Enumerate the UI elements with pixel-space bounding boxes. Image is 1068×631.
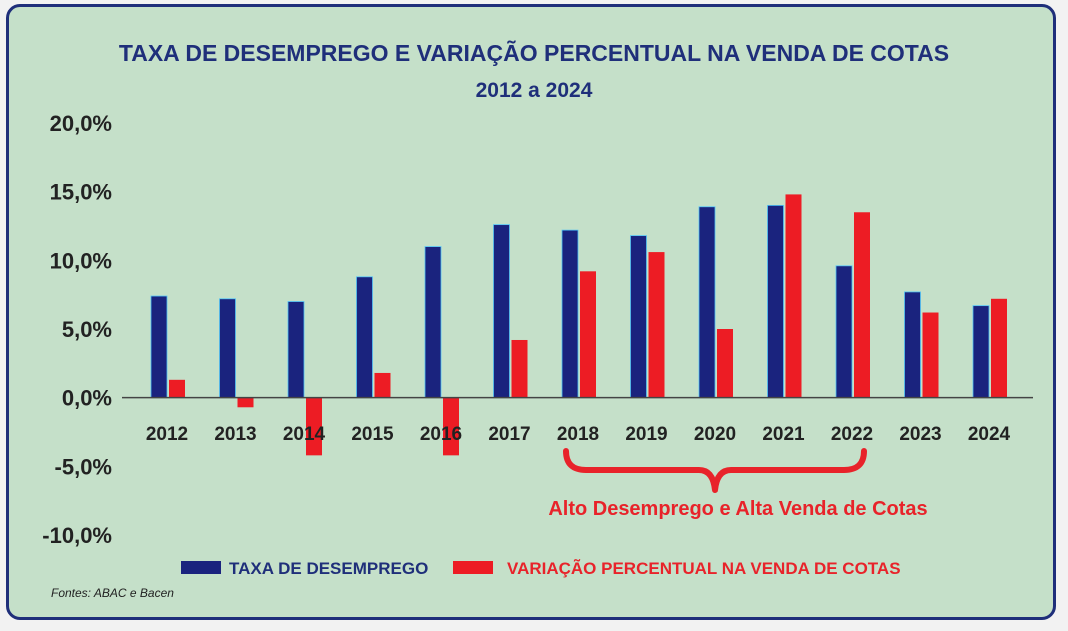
- unemployment-bar: [150, 295, 168, 399]
- sales-variation-bar: [991, 298, 1007, 398]
- unemployment-bar: [698, 206, 716, 399]
- y-tick-label: 20,0%: [50, 111, 112, 136]
- unemployment-bar: [904, 291, 921, 399]
- legend-swatch-sales-variation: [453, 561, 493, 574]
- sales-variation-bar: [169, 379, 185, 398]
- sales-variation-bar: [580, 271, 596, 398]
- legend-label-sales-variation: VARIAÇÃO PERCENTUAL NA VENDA DE COTAS: [507, 558, 901, 578]
- sales-variation-bar: [511, 339, 528, 398]
- x-tick-label: 2020: [694, 424, 736, 445]
- y-axis-ticks: 20,0% 15,0% 10,0% 5,0% 0,0% -5,0% -10,0%: [42, 111, 112, 548]
- source-note: Fontes: ABAC e Bacen: [51, 586, 174, 600]
- x-tick-label: 2012: [146, 424, 188, 445]
- chart-title: TAXA DE DESEMPREGO E VARIAÇÃO PERCENTUAL…: [119, 39, 949, 66]
- sales-variation-bar: [306, 397, 322, 456]
- sales-variation-bar: [922, 312, 939, 398]
- unemployment-bar: [356, 276, 373, 399]
- x-tick-label: 2024: [968, 424, 1011, 445]
- y-tick-label: 0,0%: [62, 386, 112, 411]
- x-tick-label: 2021: [762, 424, 805, 445]
- sales-variation-bar: [785, 194, 802, 398]
- unemployment-bar: [424, 246, 442, 399]
- unemployment-bar: [767, 204, 784, 399]
- unemployment-bar: [972, 305, 990, 399]
- sales-variation-bar: [717, 329, 733, 398]
- y-tick-label: -10,0%: [42, 523, 112, 548]
- legend-label-unemployment: TAXA DE DESEMPREGO: [229, 559, 428, 578]
- sales-variation-bar: [854, 212, 870, 398]
- sales-variation-bar: [237, 397, 254, 408]
- x-tick-label: 2016: [420, 424, 462, 445]
- bars-group: [150, 194, 1007, 456]
- unemployment-bar: [493, 224, 510, 399]
- unemployment-bar: [835, 265, 853, 399]
- unemployment-bar: [630, 235, 647, 399]
- x-tick-label: 2017: [488, 424, 530, 445]
- unemployment-bar: [219, 298, 236, 399]
- annotation-brace: [563, 448, 867, 493]
- x-tick-label: 2019: [625, 424, 667, 445]
- x-tick-label: 2015: [351, 424, 394, 445]
- x-tick-label: 2013: [214, 424, 256, 445]
- sales-variation-bar: [443, 397, 459, 456]
- chart-subtitle: 2012 a 2024: [476, 79, 593, 102]
- unemployment-bar: [561, 229, 579, 399]
- y-tick-label: 15,0%: [50, 180, 112, 205]
- x-tick-label: 2018: [557, 424, 599, 445]
- y-tick-label: -5,0%: [55, 454, 112, 479]
- x-tick-label: 2023: [899, 424, 941, 445]
- sales-variation-bar: [374, 372, 391, 398]
- legend-swatch-unemployment: [181, 561, 221, 574]
- unemployment-bar: [287, 301, 305, 399]
- y-tick-label: 5,0%: [62, 317, 112, 342]
- x-axis-ticks: 2012 2013 2014 2015 2016 2017 2018 2019 2020 2021…: [146, 424, 1011, 445]
- y-tick-label: 10,0%: [50, 248, 112, 273]
- x-tick-label: 2022: [831, 424, 873, 445]
- chart-frame: [6, 4, 1056, 620]
- sales-variation-bar: [648, 252, 665, 398]
- annotation-label: Alto Desemprego e Alta Venda de Cotas: [548, 498, 927, 520]
- x-tick-label: 2014: [283, 424, 326, 445]
